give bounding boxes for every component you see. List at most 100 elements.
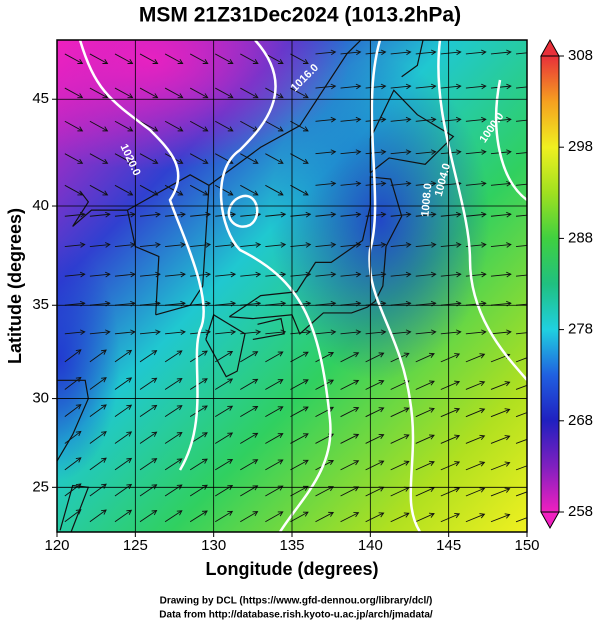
streamline [315,352,334,363]
streamline [315,51,336,55]
streamline [89,244,110,247]
arrow-head [252,190,259,196]
arrow-head [277,190,284,196]
arrow-head [79,271,86,278]
streamline [240,378,258,390]
streamline [265,485,283,497]
arrow-head [305,329,312,336]
streamline [515,332,527,335]
streamline [265,213,286,217]
arrow-head [252,93,259,99]
arrow-head [506,149,512,155]
streamline [265,351,283,363]
streamline [365,486,384,497]
arrow-head [328,486,335,492]
arrow-head [479,434,486,441]
streamline [139,458,157,471]
arrow-head [252,485,259,491]
arrow-head [504,513,511,519]
streamline [215,53,234,64]
streamline [114,431,132,444]
arrow-head [75,404,82,410]
streamline [240,351,258,363]
arrow-head [481,116,487,123]
arrow-head [305,211,312,218]
arrow-head [302,158,309,164]
arrow-head [280,242,287,248]
arrow-head [205,271,212,278]
arrow-head [479,513,486,519]
streamline [340,434,359,444]
streamline [365,407,384,418]
streamline [165,244,186,247]
arrow-head [302,379,309,385]
arrow-head [176,458,183,464]
streamline [365,331,386,335]
arrow-head [378,352,385,358]
streamline [490,213,511,217]
streamline [114,184,133,196]
streamline [190,244,211,247]
streamline [189,87,208,99]
arrow-head [252,459,259,465]
isobar [494,79,527,202]
streamline [189,458,208,471]
colorbar-tick-label: 268 [568,412,593,429]
streamline [415,182,436,186]
arrow-head [305,271,312,278]
streamline [139,331,160,335]
streamline [64,244,85,247]
streamline [89,457,107,471]
streamline [89,331,110,335]
streamline [315,85,336,89]
streamline [290,459,309,471]
streamline [515,214,527,217]
streamline [114,120,133,132]
arrow-head [302,126,309,132]
streamline [440,213,461,217]
x-tick-label: 135 [279,537,304,554]
arrow-head [380,149,387,155]
arrow-head [479,408,486,414]
colorbar: 258 268 278 288 298 308 [540,38,593,530]
streamline [340,273,361,277]
streamline [240,273,261,277]
streamline [315,406,334,418]
arrow-head [302,406,309,412]
arrow-head [430,329,437,336]
arrow-head [455,242,462,248]
streamline [240,53,259,64]
arrow-head [130,242,136,248]
arrow-head [405,83,412,90]
arrow-head [328,379,335,385]
streamline [315,273,336,277]
streamline [490,462,510,471]
streamline [190,213,211,217]
streamline [415,85,436,89]
streamlines [64,49,527,523]
arrow-head [455,211,462,218]
arrow-head [126,349,133,356]
arrow-head [430,242,437,248]
streamline [515,438,527,444]
streamline [139,87,158,99]
arrow-head [155,242,161,248]
streamline [465,51,486,55]
arrow-head [506,83,512,90]
streamline [64,404,82,418]
arrow-head [77,190,84,196]
streamline [89,377,107,390]
arrow-head [481,242,487,248]
streamline [490,488,510,497]
arrow-head [155,329,161,336]
arrow-head [430,83,437,90]
arrow-head [280,329,287,336]
arrow-head [330,180,337,187]
arrow-head [330,211,337,218]
arrow-head [305,242,312,248]
arrow-head [202,378,208,384]
arrow-head [405,329,412,336]
streamline [340,118,361,122]
